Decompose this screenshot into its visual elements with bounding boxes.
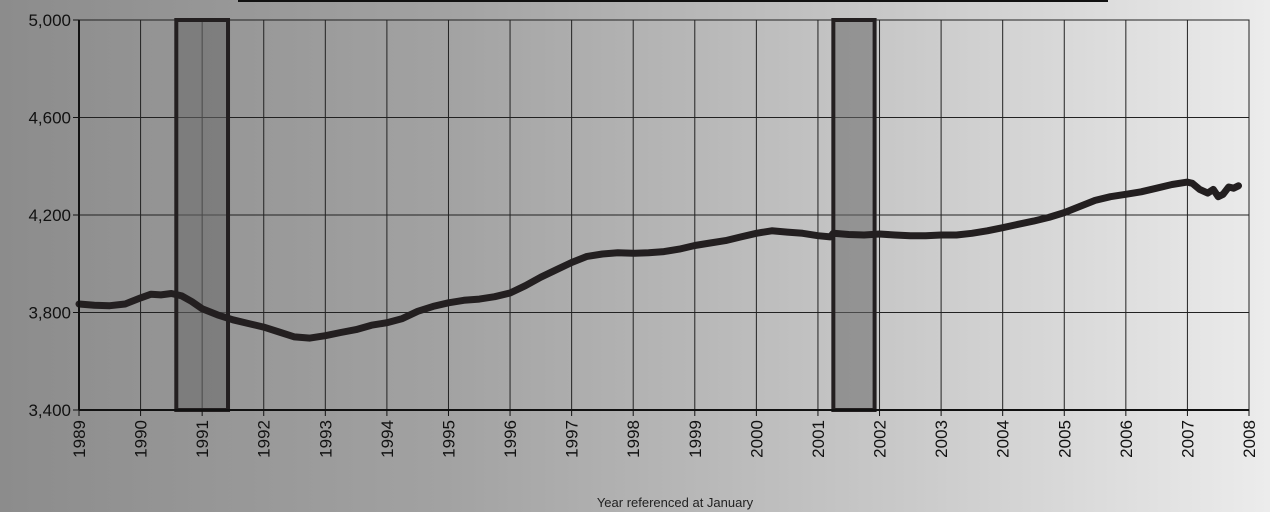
x-tick-label: 1993 <box>316 420 335 458</box>
series-layer <box>75 178 1242 342</box>
y-tick-label: 3,400 <box>28 401 71 420</box>
x-tick-label: 2007 <box>1178 420 1197 458</box>
y-tick-label: 4,600 <box>28 109 71 128</box>
x-tick-label: 2001 <box>809 420 828 458</box>
x-tick-label: 1991 <box>193 420 212 458</box>
series-line <box>75 178 1242 342</box>
y-tick-label: 3,800 <box>28 304 71 323</box>
x-tick-label: 1999 <box>686 420 705 458</box>
x-axis-label: Year referenced at January <box>597 495 754 510</box>
x-tick-label: 2000 <box>747 420 766 458</box>
x-axis: 1989 1990 1991 1992 1993 1994 1995 1996 1997 1998… <box>70 409 1259 458</box>
y-axis: 3,400 3,800 4,200 4,600 5,000 <box>28 11 80 420</box>
x-tick-label: 1992 <box>255 420 274 458</box>
x-tick-label: 2004 <box>994 420 1013 458</box>
shaded-period-2 <box>831 18 877 412</box>
grid <box>78 19 1250 411</box>
x-tick-label: 1997 <box>563 420 582 458</box>
x-tick-label: 1996 <box>501 420 520 458</box>
title-bar <box>238 0 1108 2</box>
x-tick-label: 1998 <box>624 420 643 458</box>
x-tick-label: 1995 <box>439 420 458 458</box>
x-tick-label: 2005 <box>1055 420 1074 458</box>
x-tick-label: 2008 <box>1240 420 1259 458</box>
y-tick-label: 5,000 <box>28 11 71 30</box>
y-tick-label: 4,200 <box>28 206 71 225</box>
x-tick-label: 1989 <box>70 420 89 458</box>
x-tick-label: 2006 <box>1117 420 1136 458</box>
x-tick-label: 2002 <box>871 420 890 458</box>
shaded-period-1 <box>174 18 231 412</box>
x-tick-label: 1994 <box>378 420 397 458</box>
x-tick-label: 2003 <box>932 420 951 458</box>
x-tick-label: 1990 <box>132 420 151 458</box>
